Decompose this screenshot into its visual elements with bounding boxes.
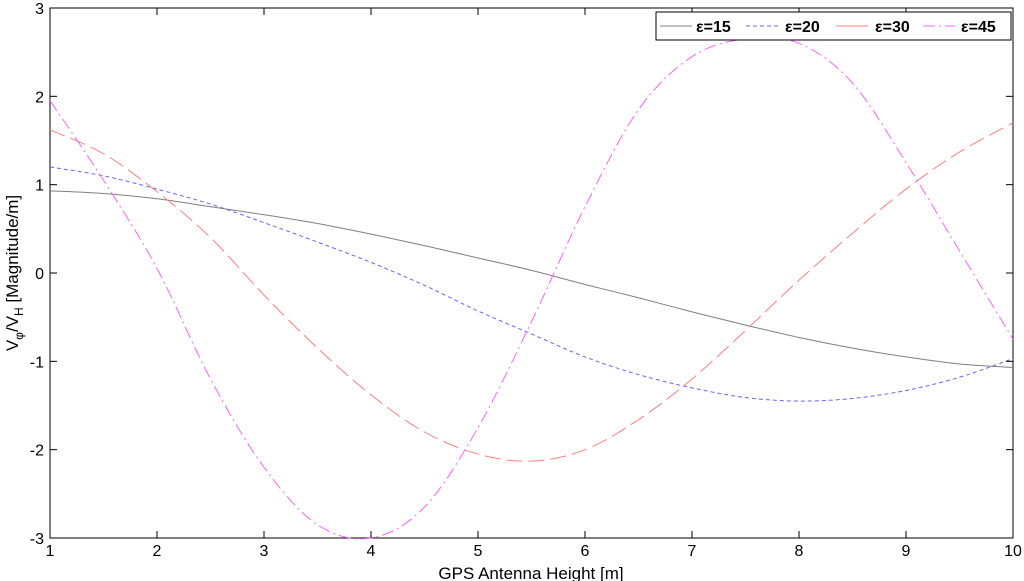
series-line-0 xyxy=(49,190,1014,369)
y-tick-label: 1 xyxy=(35,178,44,195)
y-tick-label: 0 xyxy=(35,266,44,283)
y-tick-label: -1 xyxy=(30,354,44,371)
series-layer xyxy=(49,36,1014,540)
legend-label-eps15: ε=15 xyxy=(696,19,731,36)
x-tick-label: 5 xyxy=(474,543,483,560)
x-tick-label: 4 xyxy=(367,543,376,560)
plot-area xyxy=(49,7,1014,539)
x-axis-label: GPS Antenna Height [m] xyxy=(438,564,623,581)
legend: ε=15 ε=20 ε=30 ε=45 xyxy=(655,11,1012,41)
x-tick-label: 8 xyxy=(795,543,804,560)
ticks-layer: 1 2 3 4 5 6 7 8 9 10 -3 -2 -1 0 1 2 3 xyxy=(30,1,1022,560)
x-tick-label: 10 xyxy=(1004,543,1022,560)
x-tick-label: 7 xyxy=(688,543,697,560)
x-tick-label: 1 xyxy=(46,543,55,560)
legend-label-eps45: ε=45 xyxy=(961,19,996,36)
series-line-3 xyxy=(49,36,1014,540)
x-tick-label: 2 xyxy=(153,543,162,560)
y-tick-label: -3 xyxy=(30,531,44,548)
x-tick-label: 6 xyxy=(581,543,590,560)
legend-label-eps20: ε=20 xyxy=(785,19,820,36)
series-line-2 xyxy=(49,122,1014,462)
x-tick-label: 3 xyxy=(260,543,269,560)
y-tick-label: 2 xyxy=(35,89,44,106)
x-tick-label: 9 xyxy=(902,543,911,560)
y-axis-label: Vφ/VH [Magnitude/m] xyxy=(3,195,26,351)
y-tick-label: 3 xyxy=(35,1,44,18)
series-line-1 xyxy=(49,166,1014,402)
legend-label-eps30: ε=30 xyxy=(875,19,910,36)
y-tick-label: -2 xyxy=(30,443,44,460)
